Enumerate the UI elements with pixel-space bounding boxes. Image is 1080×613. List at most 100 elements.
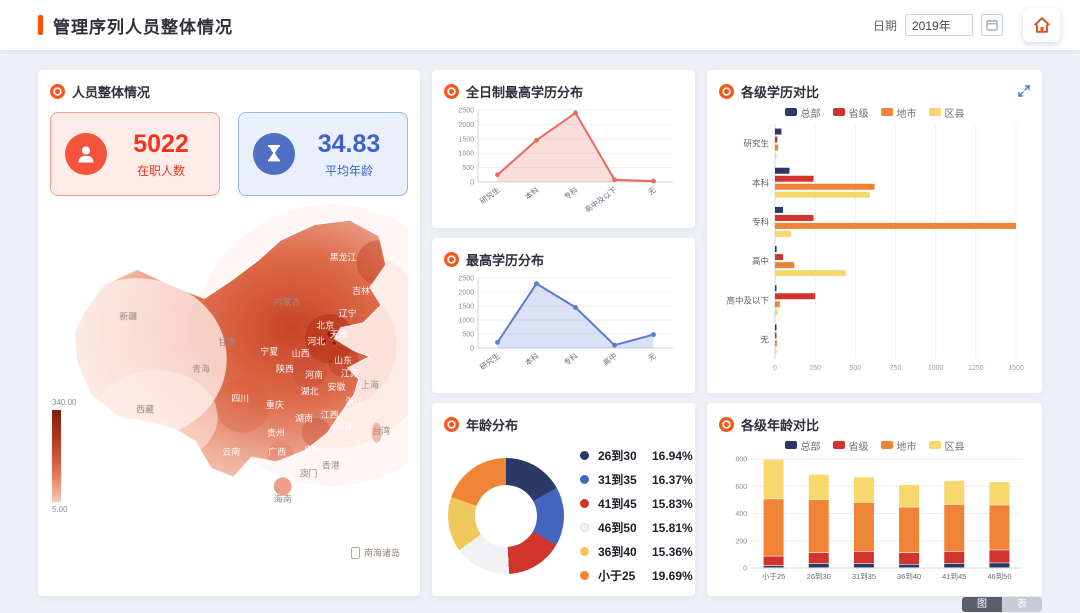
svg-text:本科: 本科 (752, 178, 770, 188)
islands-inset-icon (350, 546, 360, 559)
panel-bullet-icon (444, 83, 459, 99)
legend-item[interactable]: 地市 (880, 105, 917, 120)
province-label: 江西 (321, 410, 339, 420)
panel-highest-education: 最高学历分布 0 500 1000 1500 2000 2500 研究生 本科 专科 高中 无 (432, 238, 695, 393)
education-comparison-legend: 总部 省级 地市 区县 (719, 104, 1030, 120)
date-input[interactable] (905, 14, 973, 36)
legend-item[interactable]: 省级 (832, 438, 869, 453)
age-legend-item[interactable]: 36到40 15.36% (580, 543, 693, 560)
panel-title: 最高学历分布 (466, 252, 545, 268)
age-legend-item[interactable]: 26到30 16.94% (580, 447, 693, 464)
legend-item[interactable]: 总部 (784, 105, 821, 120)
svg-text:研究生: 研究生 (743, 139, 769, 149)
svg-text:250: 250 (809, 365, 821, 372)
map-legend-gradient-bar (52, 410, 61, 502)
svg-text:400: 400 (735, 511, 747, 518)
svg-text:本科: 本科 (523, 184, 541, 201)
svg-text:无: 无 (760, 334, 769, 344)
hainan-island (273, 477, 292, 496)
svg-text:200: 200 (735, 538, 747, 545)
islands-label: 南海诸岛 (363, 548, 400, 558)
svg-text:专科: 专科 (562, 350, 580, 367)
person-icon (65, 133, 107, 175)
age-distribution-donut (448, 457, 564, 574)
svg-text:无: 无 (646, 185, 658, 197)
legend-item[interactable]: 区县 (928, 105, 965, 120)
province-label: 黑龙江 (330, 251, 357, 262)
svg-text:1250: 1250 (968, 365, 984, 372)
age-legend-item[interactable]: 41到45 15.83% (580, 495, 693, 512)
stat-label-headcount: 在职人数 (136, 163, 185, 178)
age-distribution-legend: 26到30 16.94% 31到35 16.37% 41到45 15.83% 46到50 15… (580, 447, 693, 584)
svg-text:2000: 2000 (458, 122, 474, 129)
svg-text:750: 750 (890, 365, 902, 372)
legend-item[interactable]: 省级 (832, 105, 869, 120)
calendar-icon[interactable] (981, 14, 1003, 36)
home-icon (1033, 17, 1050, 33)
panel-title: 全日制最高学历分布 (466, 84, 584, 100)
age-legend-item[interactable]: 小于25 19.69% (580, 567, 693, 584)
panel-title: 年龄分布 (466, 417, 519, 433)
province-label: 重庆 (266, 399, 284, 410)
legend-dot (580, 475, 589, 484)
svg-text:31到35: 31到35 (852, 572, 876, 581)
legend-dot (580, 571, 589, 580)
province-label: 云南 (222, 446, 240, 457)
legend-dot (580, 451, 589, 460)
table-view-button[interactable]: 表 (1002, 597, 1042, 612)
svg-text:高中及以下: 高中及以下 (726, 295, 769, 305)
svg-text:1500: 1500 (458, 136, 474, 143)
svg-text:36到40: 36到40 (897, 572, 921, 581)
age-legend-item[interactable]: 46到50 15.81% (580, 519, 693, 536)
header-controls: 日期 (873, 8, 1060, 42)
panel-bullet-icon (50, 83, 65, 99)
legend-dot (580, 523, 589, 532)
province-label: 海南 (274, 493, 292, 504)
svg-text:0: 0 (470, 180, 474, 187)
province-label: 西藏 (136, 404, 154, 415)
legend-item[interactable]: 区县 (928, 438, 965, 453)
svg-text:0: 0 (773, 365, 777, 372)
view-toggle: 图 表 (962, 597, 1042, 612)
highest-education-chart: 0 500 1000 1500 2000 2500 研究生 本科 专科 高中 无 (458, 276, 673, 372)
svg-text:600: 600 (735, 484, 747, 491)
map-legend-max: 340.00 (52, 398, 77, 407)
svg-text:1000: 1000 (458, 318, 474, 325)
china-map[interactable]: 新疆 西藏 青海 甘肃 宁夏 内蒙古 黑龙江 吉林 辽宁 北京 天津 河北 山西 山东 河南 陕西 江苏 安徽 上海… (50, 202, 408, 586)
svg-text:专科: 专科 (562, 184, 580, 201)
svg-text:专科: 专科 (752, 217, 770, 227)
svg-text:0: 0 (470, 346, 474, 353)
province-label: 福建 (335, 420, 353, 431)
map-color-legend: 340.00 5.00 (52, 398, 76, 514)
province-label: 广东 (304, 444, 322, 455)
svg-text:2500: 2500 (458, 108, 474, 115)
svg-text:高中及以下: 高中及以下 (582, 184, 619, 212)
svg-text:800: 800 (735, 457, 747, 464)
stat-cards: 5022 在职人数 34.83 平均年龄 (50, 112, 408, 196)
province-label: 天津 (330, 330, 348, 340)
legend-item[interactable]: 总部 (784, 438, 821, 453)
panel-age-distribution: 年龄分布 26到30 16.94% 31到35 16.37% 41到45 15.83% 46… (432, 403, 695, 596)
province-label: 陕西 (276, 363, 294, 374)
age-comparison-chart: 0 200 400 600 800 小于25 26到30 31到35 36到40 41到45 46到… (735, 457, 1022, 581)
chart-view-button[interactable]: 图 (962, 597, 1002, 612)
panel-fulltime-education: 全日制最高学历分布 0 500 1000 1500 2000 2500 研究生 本科 专科 高中及… (432, 70, 695, 228)
legend-item[interactable]: 地市 (880, 438, 917, 453)
province-label: 河北 (307, 335, 325, 346)
map-hot-dots (322, 331, 336, 345)
expand-icon[interactable] (1018, 85, 1030, 97)
home-button[interactable] (1023, 8, 1060, 42)
age-legend-item[interactable]: 31到35 16.37% (580, 471, 693, 488)
svg-text:高中: 高中 (752, 256, 769, 266)
svg-text:1000: 1000 (458, 151, 474, 158)
svg-text:500: 500 (462, 165, 474, 172)
title-accent-bar (38, 15, 43, 35)
svg-text:2500: 2500 (458, 276, 474, 283)
date-label: 日期 (872, 18, 897, 33)
province-label: 上海 (361, 379, 379, 390)
svg-text:46到50: 46到50 (987, 572, 1011, 581)
taiwan-island (371, 422, 382, 443)
panel-bullet-icon (444, 251, 459, 267)
province-label: 青海 (192, 363, 210, 374)
